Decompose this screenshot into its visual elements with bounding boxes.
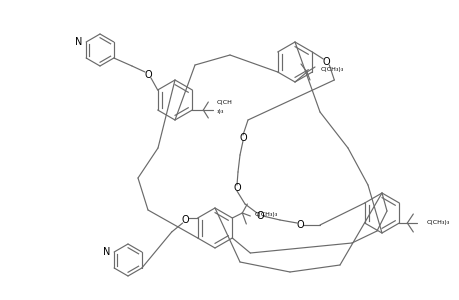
Text: O: O [181,215,189,225]
Text: C(CH: C(CH [216,100,232,104]
Text: O: O [296,220,303,230]
Text: C(CH₃)₃: C(CH₃)₃ [425,220,448,226]
Text: C(CH₃)₃: C(CH₃)₃ [254,212,277,217]
Text: C(CH₃)₃: C(CH₃)₃ [320,67,343,71]
Text: O: O [256,211,263,221]
Text: O: O [322,57,330,67]
Text: ₃)₃: ₃)₃ [216,110,223,115]
Text: O: O [239,133,246,143]
Text: N: N [102,247,110,257]
Text: O: O [144,70,151,80]
Text: N: N [75,37,82,47]
Text: O: O [233,183,241,193]
